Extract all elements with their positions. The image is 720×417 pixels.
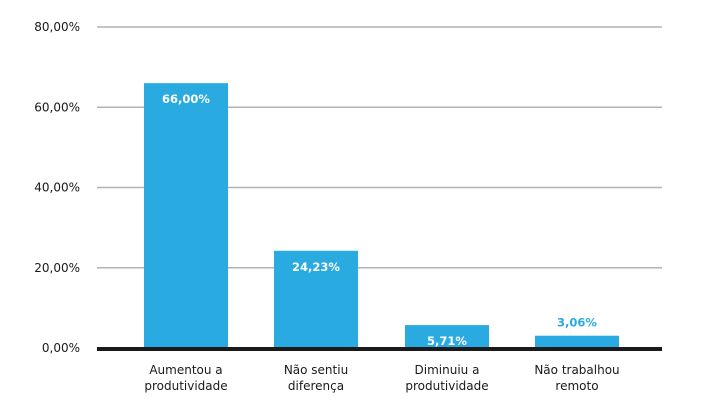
- x-category-label-line: produtividade: [144, 379, 227, 393]
- bar: [274, 250, 358, 348]
- data-labels: 66,00% 24,23% 5,71% 3,06%: [162, 92, 597, 348]
- y-axis-tick-labels: 0,00% 20,00% 40,00% 60,00% 80,00%: [34, 20, 80, 355]
- data-label: 66,00%: [162, 92, 210, 106]
- y-tick-label: 0,00%: [42, 341, 80, 355]
- bars: [144, 83, 619, 349]
- bar: [535, 335, 619, 348]
- x-category-label: Não sentiu diferença: [284, 363, 348, 393]
- x-category-label: Não trabalhou remoto: [534, 363, 619, 393]
- x-category-label-line: Não sentiu: [284, 363, 348, 377]
- data-label: 24,23%: [292, 260, 340, 274]
- data-label: 5,71%: [427, 334, 467, 348]
- x-category-label-line: Diminuiu a: [415, 363, 480, 377]
- x-category-label-line: Aumentou a: [149, 363, 222, 377]
- y-tick-label: 40,00%: [34, 181, 80, 195]
- bar: [144, 83, 228, 349]
- x-category-label-line: Não trabalhou: [534, 363, 619, 377]
- x-category-label-line: diferença: [288, 379, 344, 393]
- y-tick-label: 60,00%: [34, 100, 80, 114]
- x-category-label-line: produtividade: [405, 379, 488, 393]
- x-category-label: Aumentou a produtividade: [144, 363, 227, 393]
- x-category-label: Diminuiu a produtividade: [405, 363, 488, 393]
- bar: [405, 325, 489, 348]
- x-category-label-line: remoto: [555, 379, 598, 393]
- y-tick-label: 20,00%: [34, 261, 80, 275]
- data-label: 3,06%: [557, 316, 597, 330]
- x-axis-category-labels: Aumentou a produtividade Não sentiu diferen…: [144, 363, 619, 393]
- y-tick-label: 80,00%: [34, 20, 80, 34]
